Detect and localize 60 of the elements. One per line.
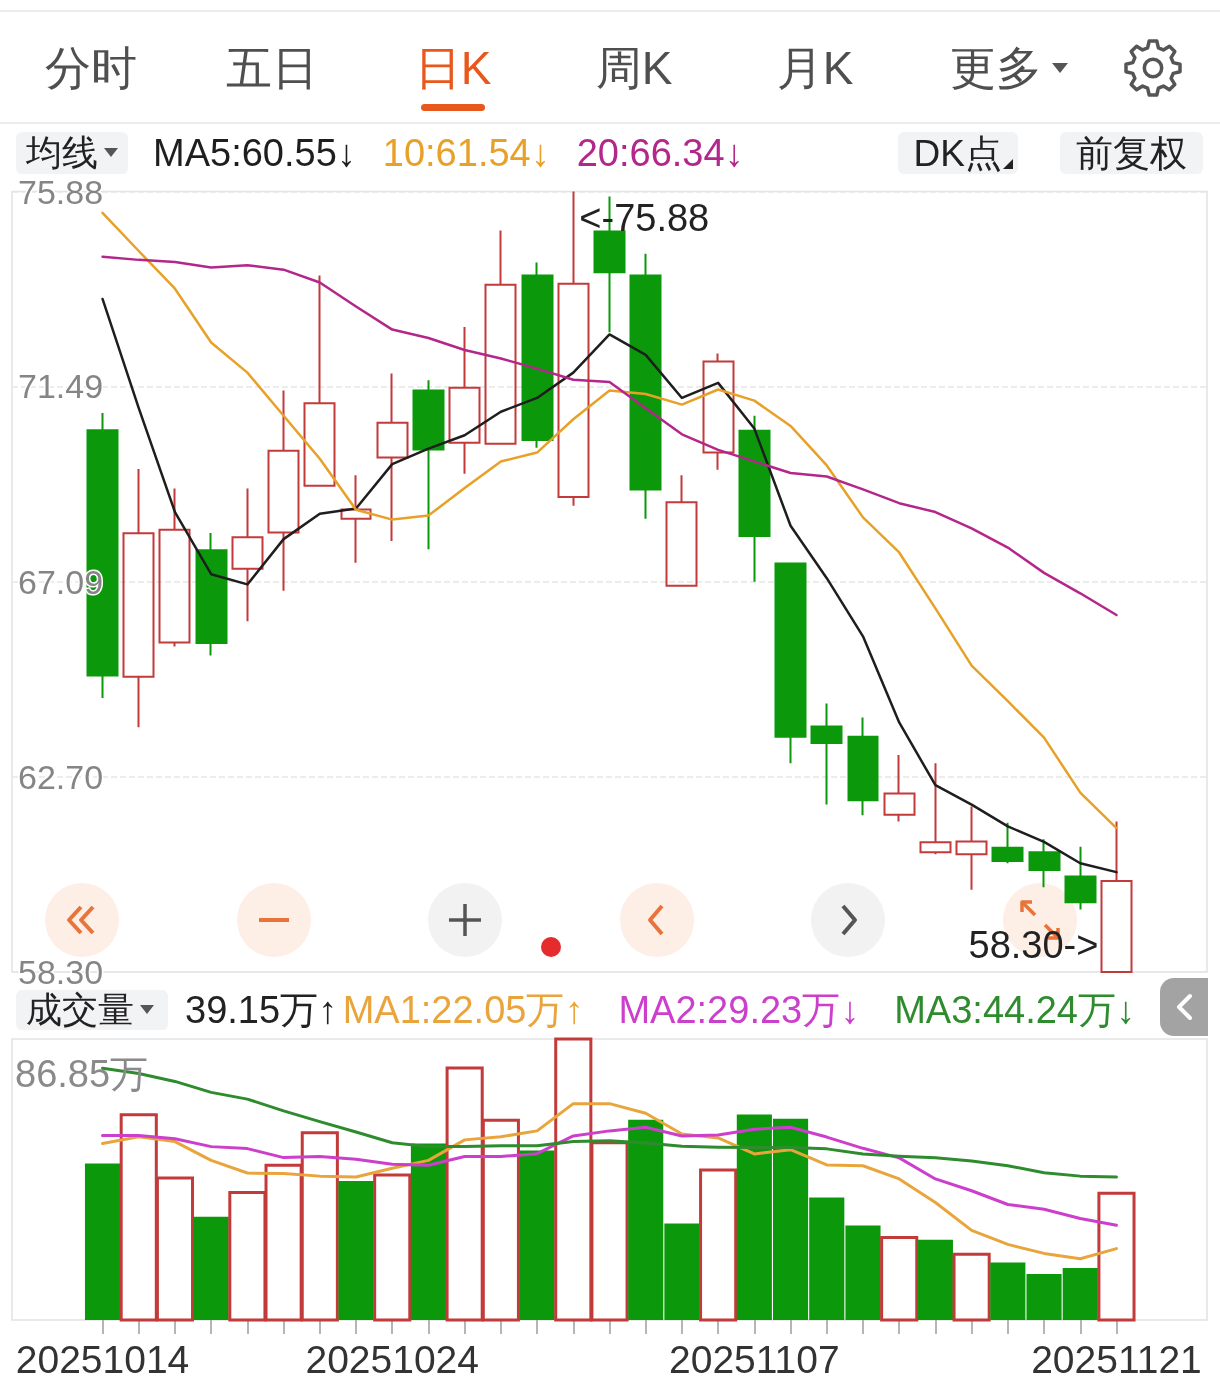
text: 日K <box>414 42 492 94</box>
legend-title: 均线 <box>26 132 98 173</box>
candlestick <box>448 325 481 475</box>
candlestick <box>1028 838 1061 889</box>
text: 周K <box>595 42 673 94</box>
text: MA5:60.55↓ <box>153 132 356 174</box>
bar <box>410 1143 446 1320</box>
candlestick <box>484 229 517 446</box>
candlestick <box>340 474 372 564</box>
text: 分时 <box>45 42 137 94</box>
candlestick <box>1064 845 1097 911</box>
bar <box>84 1163 121 1320</box>
bar <box>952 1252 991 1322</box>
candlestick <box>303 274 336 487</box>
candlestick <box>883 753 916 823</box>
bar <box>519 1150 555 1320</box>
y-tick-label: 75.88 <box>18 172 104 211</box>
candlestick <box>919 762 952 856</box>
x-tick-label: 20251014 <box>15 1338 190 1381</box>
candlestick <box>195 531 228 657</box>
text: 20:66.34↓ <box>576 132 744 174</box>
text: 10:61.54↓ <box>382 132 550 174</box>
text: 五日 <box>226 42 318 94</box>
y-tick-label: 71.49 <box>18 367 104 406</box>
line-series <box>101 297 1118 874</box>
x-tick-label: 20251024 <box>305 1338 479 1381</box>
candlestick <box>267 389 300 592</box>
bar <box>880 1235 919 1322</box>
x-tick-label: 20251107 <box>669 1338 840 1381</box>
candlestick <box>665 474 698 587</box>
candlestick <box>158 487 191 648</box>
candlestick <box>702 352 735 471</box>
candlestick <box>231 487 264 623</box>
candlestick <box>1100 820 1133 973</box>
candlestick <box>955 805 988 891</box>
dropdown-button: 均线 <box>16 132 128 174</box>
candlestick <box>774 562 807 765</box>
bar <box>699 1168 738 1322</box>
candlestick <box>521 261 554 449</box>
bar <box>917 1239 953 1320</box>
x-tick-label: 20251121 <box>1031 1338 1202 1381</box>
y-tick-label: 58.30 <box>18 953 104 991</box>
candlestick <box>412 379 445 551</box>
y-tick-label: 62.70 <box>18 757 104 796</box>
bar <box>1097 1191 1136 1322</box>
line-series <box>101 255 1118 617</box>
candlestick <box>629 252 662 520</box>
candlestick <box>991 821 1024 865</box>
text: 月K <box>776 42 854 94</box>
candlestick <box>810 702 843 806</box>
bar <box>338 1180 374 1320</box>
bar <box>373 1173 412 1322</box>
candlestick <box>122 467 155 729</box>
candlestick <box>847 716 879 817</box>
option-button: DK点 <box>897 132 1018 174</box>
text: 更多 <box>950 42 1042 94</box>
candlestick <box>738 414 771 583</box>
bar <box>193 1216 229 1320</box>
option-button: 前复权 <box>1060 132 1203 174</box>
candlestick <box>376 372 409 542</box>
